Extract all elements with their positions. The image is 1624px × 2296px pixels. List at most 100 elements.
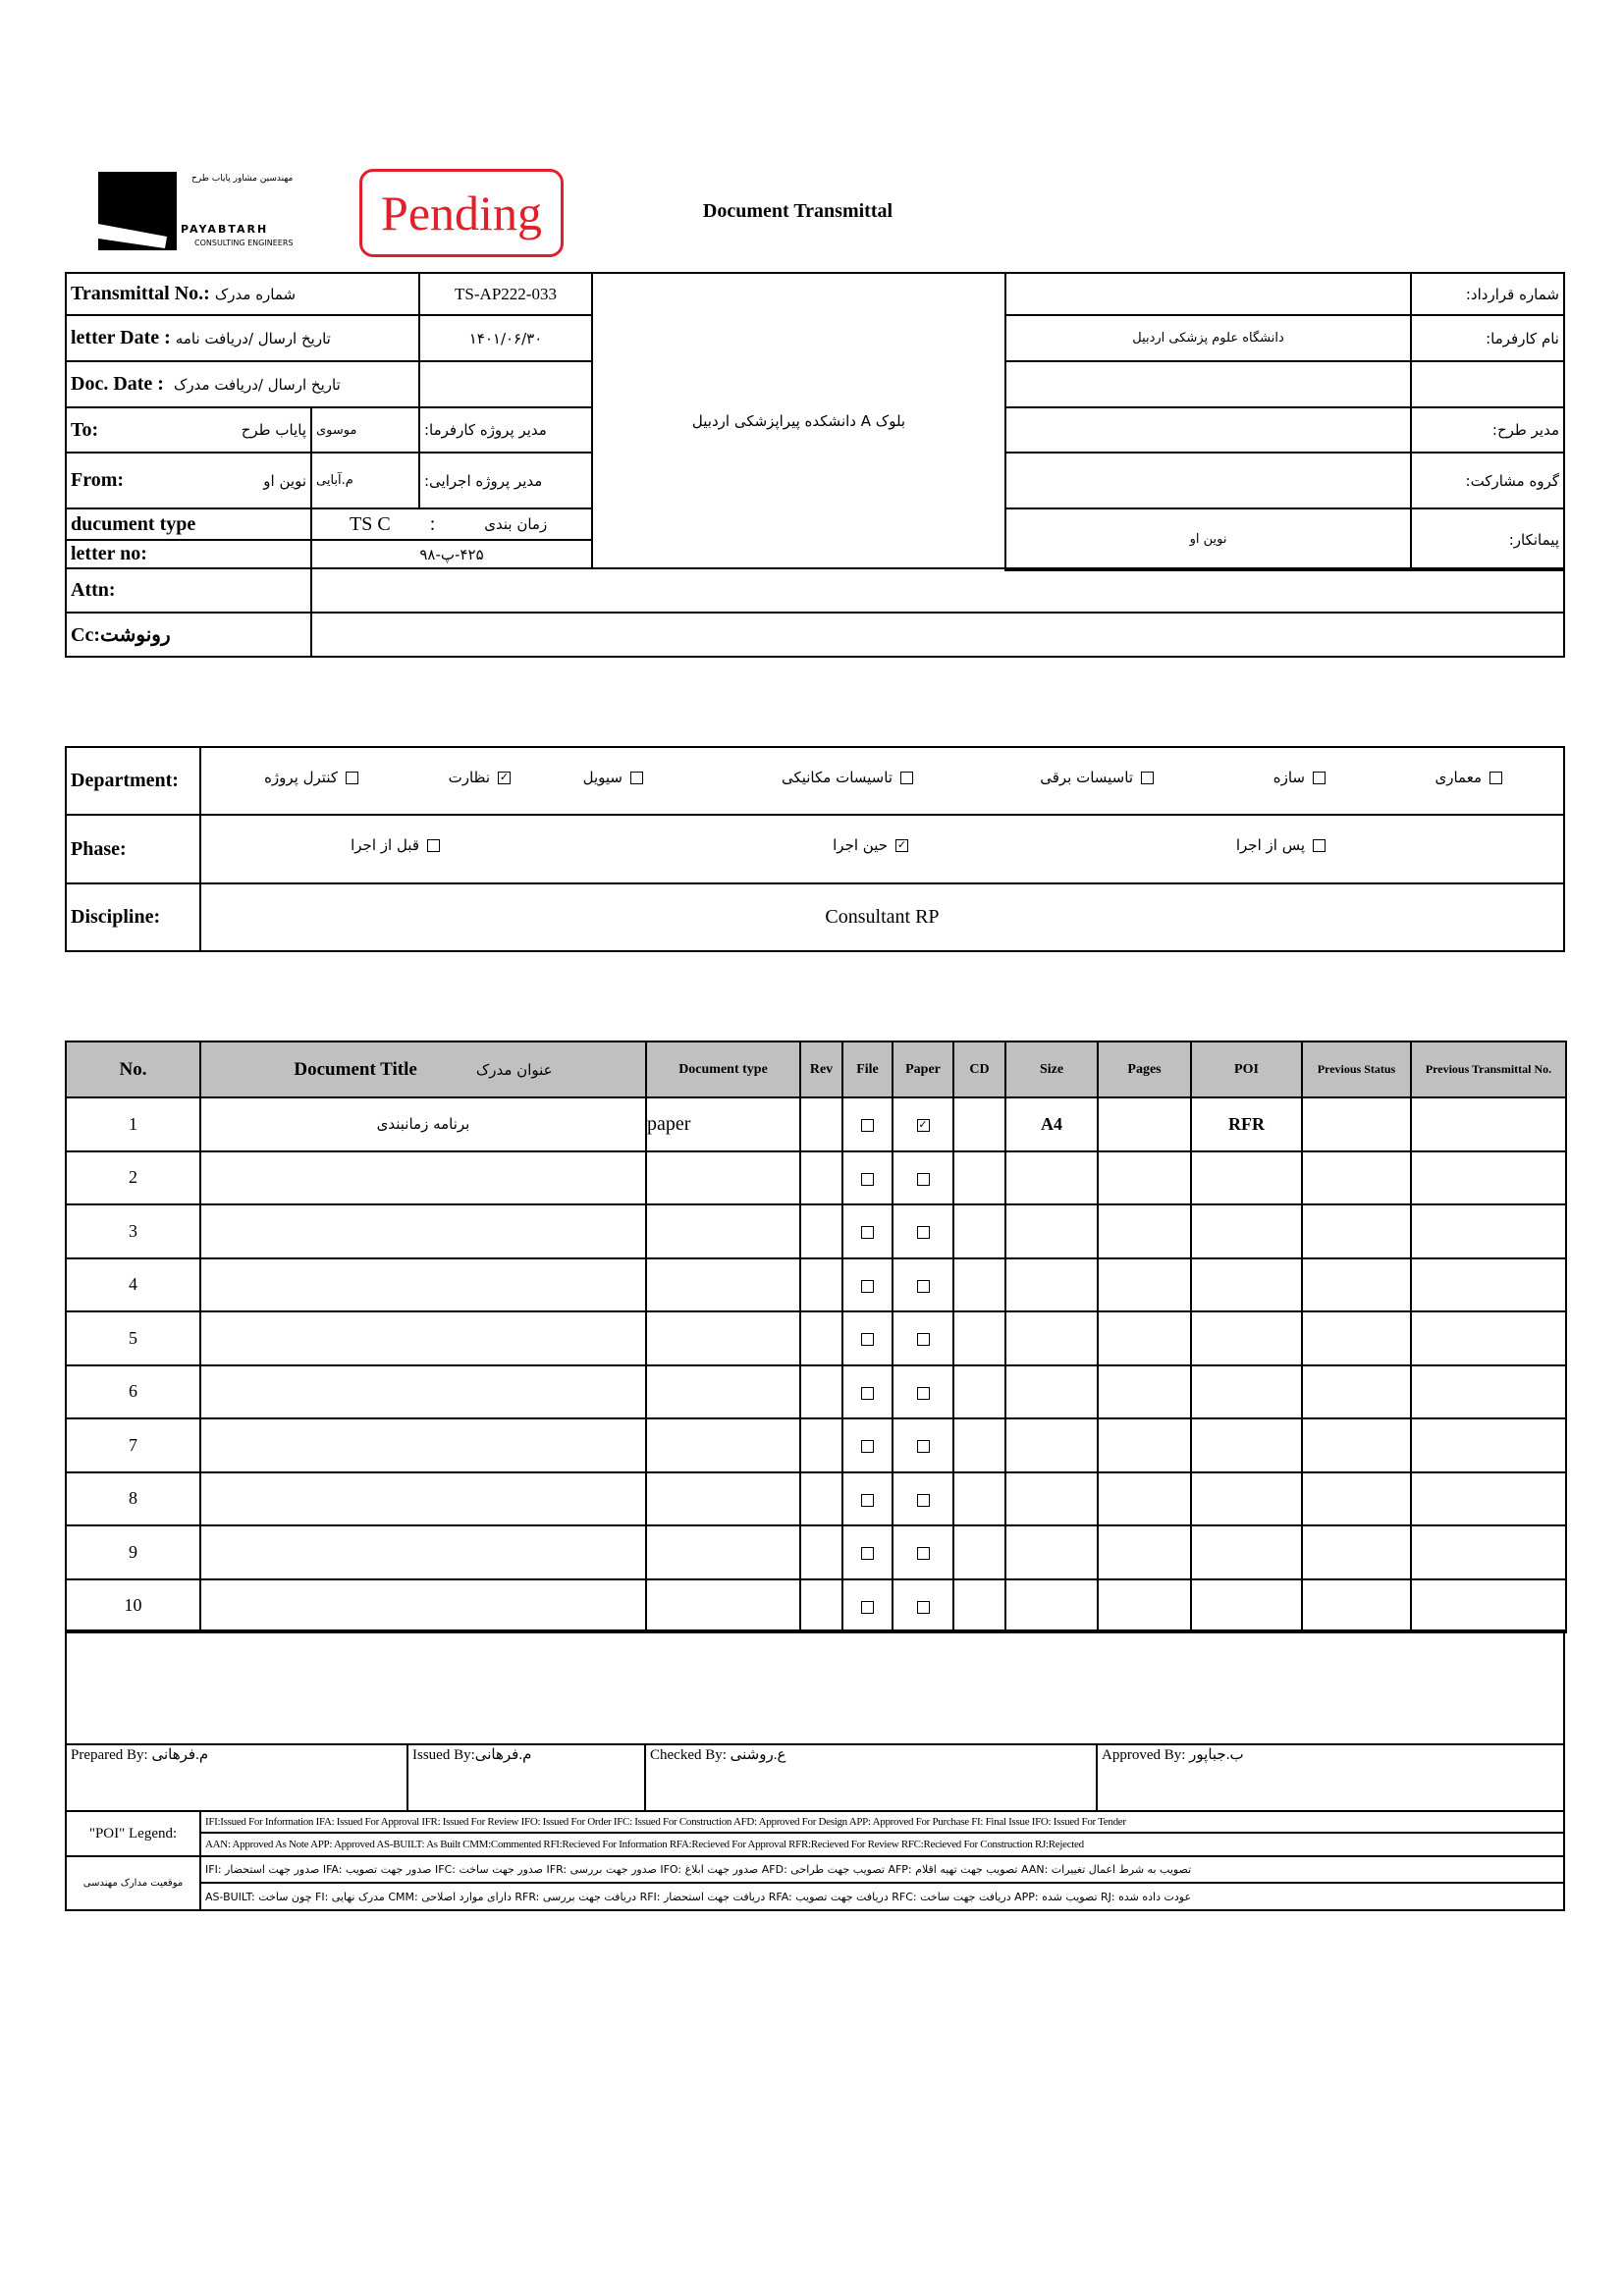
- row-paper[interactable]: [892, 1470, 954, 1526]
- row-file[interactable]: [841, 1096, 893, 1152]
- row-paper[interactable]: [892, 1524, 954, 1580]
- paper-checkbox[interactable]: [916, 1440, 930, 1454]
- file-checkbox[interactable]: [861, 1226, 874, 1240]
- checkbox[interactable]: [346, 771, 358, 784]
- row-doctype: [645, 1577, 801, 1633]
- row-paper[interactable]: [892, 1256, 954, 1312]
- checkbox[interactable]: [1141, 771, 1154, 784]
- paper-checkbox[interactable]: [916, 1493, 930, 1507]
- attn-value[interactable]: [310, 567, 1565, 614]
- row-doctype: [645, 1524, 801, 1580]
- table-row: 3: [65, 1203, 1567, 1259]
- row-paper[interactable]: [892, 1203, 954, 1259]
- col-poi: POI: [1190, 1041, 1303, 1098]
- poi-legend-label: "POI" Legend:: [65, 1810, 201, 1857]
- row-rev: [799, 1149, 843, 1205]
- doctype-label: ducument type: [65, 507, 312, 541]
- row-file[interactable]: [841, 1310, 893, 1366]
- table-row: 4: [65, 1256, 1567, 1312]
- row-prev-status: [1301, 1096, 1412, 1152]
- department-option[interactable]: تاسیسات مکانیکی: [766, 769, 913, 786]
- row-doctype: [645, 1470, 801, 1526]
- checkbox[interactable]: [1313, 771, 1326, 784]
- row-size: [1004, 1577, 1099, 1633]
- checkbox[interactable]: ✓: [498, 770, 511, 784]
- file-checkbox[interactable]: [861, 1600, 874, 1614]
- paper-checkbox[interactable]: [916, 1547, 930, 1561]
- row-no: 5: [65, 1310, 201, 1366]
- checkbox[interactable]: [900, 771, 913, 784]
- row-file[interactable]: [841, 1470, 893, 1526]
- paper-checkbox[interactable]: [916, 1600, 930, 1614]
- department-option[interactable]: کنترل پروژه: [211, 769, 358, 786]
- paper-checkbox[interactable]: ✓: [916, 1118, 930, 1133]
- row-file[interactable]: [841, 1363, 893, 1419]
- checkbox[interactable]: [630, 771, 643, 784]
- row-paper[interactable]: [892, 1577, 954, 1633]
- row-paper[interactable]: [892, 1310, 954, 1366]
- row-prev-status: [1301, 1470, 1412, 1526]
- file-checkbox[interactable]: [861, 1493, 874, 1507]
- checkbox[interactable]: [1313, 838, 1326, 852]
- file-checkbox[interactable]: [861, 1333, 874, 1347]
- discipline-label: Discipline:: [65, 882, 201, 952]
- file-checkbox[interactable]: [861, 1279, 874, 1293]
- department-option[interactable]: ✓ نظارت: [448, 769, 511, 786]
- file-checkbox[interactable]: [861, 1119, 874, 1133]
- row-file[interactable]: [841, 1417, 893, 1473]
- row-paper[interactable]: [892, 1363, 954, 1419]
- row-size: A4: [1004, 1096, 1099, 1152]
- col-rev: Rev: [799, 1041, 843, 1098]
- department-option[interactable]: معماری: [1355, 769, 1502, 786]
- paper-checkbox[interactable]: [916, 1333, 930, 1347]
- file-checkbox[interactable]: [861, 1386, 874, 1400]
- row-paper[interactable]: [892, 1149, 954, 1205]
- paper-checkbox[interactable]: [916, 1386, 930, 1400]
- row-rev: [799, 1310, 843, 1366]
- row-pages: [1097, 1096, 1192, 1152]
- transmittal-no: TS-AP222-033: [418, 272, 593, 316]
- row-file[interactable]: [841, 1577, 893, 1633]
- row-poi: [1190, 1310, 1303, 1366]
- letter-no-label: letter no:: [65, 539, 312, 569]
- row-cd: [952, 1577, 1006, 1633]
- row-paper[interactable]: [892, 1417, 954, 1473]
- right-info-label: مدیر طرح:: [1410, 406, 1565, 454]
- right-info-label: شماره قرارداد:: [1410, 272, 1565, 316]
- row-file[interactable]: [841, 1149, 893, 1205]
- row-paper[interactable]: ✓: [892, 1096, 954, 1152]
- row-title: [199, 1577, 647, 1633]
- department-option[interactable]: تاسیسات برقی: [1006, 769, 1154, 786]
- row-pages: [1097, 1363, 1192, 1419]
- row-cd: [952, 1470, 1006, 1526]
- file-checkbox[interactable]: [861, 1440, 874, 1454]
- phase-option[interactable]: ✓ حین اجرا: [833, 836, 908, 854]
- paper-checkbox[interactable]: [916, 1279, 930, 1293]
- pending-stamp: Pending: [359, 169, 564, 257]
- row-prev-status: [1301, 1363, 1412, 1419]
- row-file[interactable]: [841, 1256, 893, 1312]
- checkbox[interactable]: [1489, 771, 1502, 784]
- paper-checkbox[interactable]: [916, 1172, 930, 1186]
- phase-option[interactable]: پس از اجرا: [1178, 836, 1326, 854]
- row-poi: [1190, 1577, 1303, 1633]
- checkbox[interactable]: [427, 838, 440, 852]
- file-checkbox[interactable]: [861, 1172, 874, 1186]
- row-rev: [799, 1470, 843, 1526]
- row-file[interactable]: [841, 1524, 893, 1580]
- transmittal-no-label: Transmittal No.: شماره مدرک: [65, 272, 420, 316]
- department-option[interactable]: سیویل: [496, 769, 643, 786]
- checkbox[interactable]: ✓: [895, 837, 908, 852]
- paper-checkbox[interactable]: [916, 1226, 930, 1240]
- row-file[interactable]: [841, 1203, 893, 1259]
- department-option[interactable]: سازه: [1178, 769, 1326, 786]
- file-checkbox[interactable]: [861, 1547, 874, 1561]
- row-prev-status: [1301, 1524, 1412, 1580]
- cc-value[interactable]: [310, 612, 1565, 658]
- issued-by: Issued By:م.فرهانی: [406, 1743, 646, 1812]
- right-info-value: [1004, 272, 1412, 316]
- right-info-value: [1004, 360, 1412, 408]
- phase-option[interactable]: قبل از اجرا: [293, 836, 440, 854]
- row-size: [1004, 1470, 1099, 1526]
- row-title: [199, 1417, 647, 1473]
